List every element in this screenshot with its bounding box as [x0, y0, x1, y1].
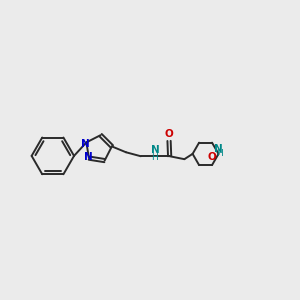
- Text: N: N: [84, 152, 93, 162]
- Text: H: H: [152, 152, 158, 161]
- Text: N: N: [151, 145, 159, 155]
- Text: N: N: [214, 144, 223, 154]
- Text: O: O: [208, 152, 216, 162]
- Text: H: H: [216, 149, 223, 158]
- Text: N: N: [81, 139, 89, 149]
- Text: O: O: [165, 129, 173, 139]
